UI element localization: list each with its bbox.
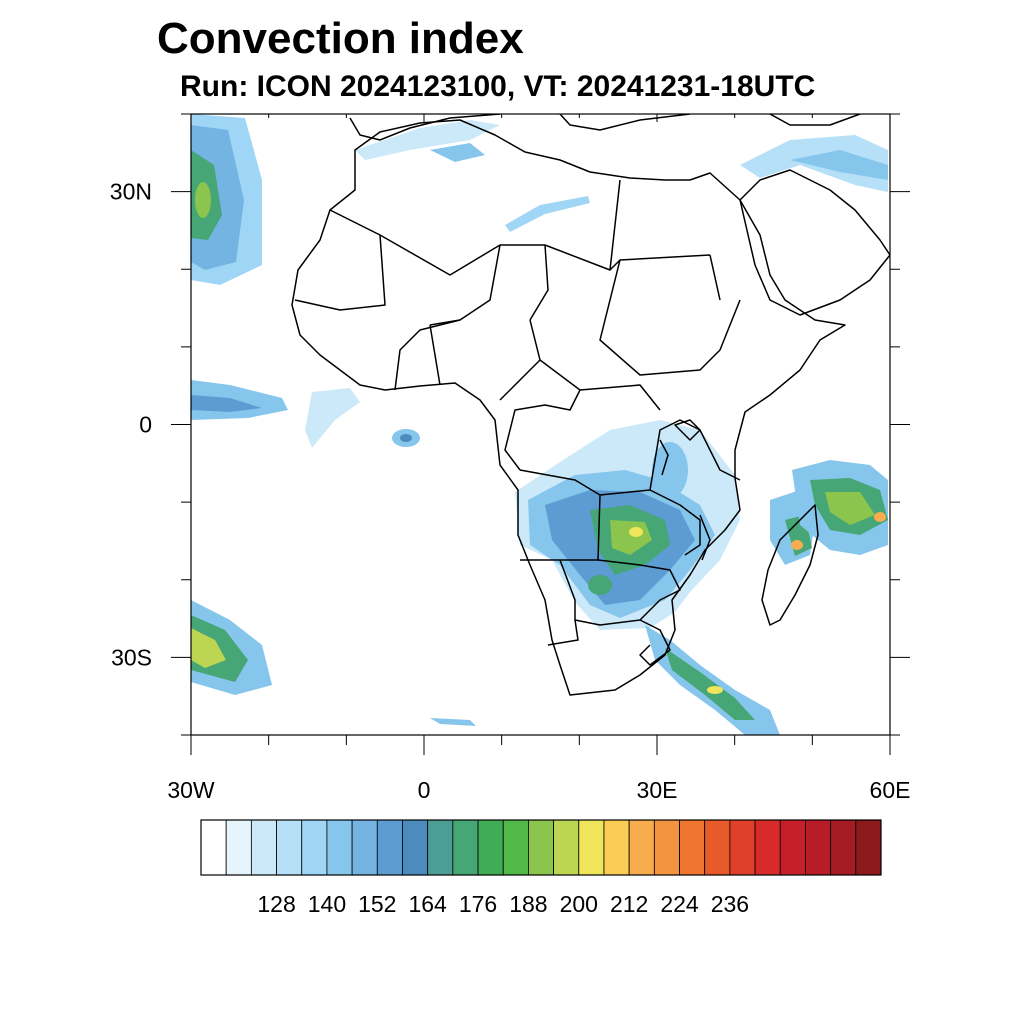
convection-core: [588, 575, 612, 595]
lake: [659, 419, 711, 561]
colorbar-swatch: [628, 819, 655, 876]
colorbar-swatch: [427, 819, 454, 876]
convection-field: [191, 114, 888, 735]
coastline-arabia: [739, 169, 890, 316]
convection-plume: [645, 625, 780, 735]
convection-plume: [665, 648, 755, 720]
colorbar-label: 140: [308, 891, 346, 917]
convection-streak: [430, 143, 485, 162]
border: [519, 419, 741, 626]
colorbar-label: 236: [711, 891, 749, 917]
colorbar-swatch: [402, 819, 429, 876]
coastline-madagascar: [761, 504, 819, 626]
lon-label: 30E: [637, 777, 678, 803]
convection-core: [191, 628, 226, 668]
convection-core: [874, 512, 886, 522]
map-ticks: [171, 113, 910, 755]
colorbar-swatch: [301, 819, 328, 876]
convection-area: [191, 395, 262, 412]
colorbar-swatch: [679, 819, 706, 876]
map-subtitle: Run: ICON 2024123100, VT: 20241231-18UTC: [180, 70, 816, 103]
convection-cell: [400, 434, 412, 442]
colorbar-swatch: [553, 819, 580, 876]
colorbar-label: 176: [459, 891, 497, 917]
colorbar-swatch: [225, 819, 252, 876]
convection-core: [195, 182, 211, 218]
colorbar-swatch: [653, 819, 680, 876]
lon-label: 0: [418, 777, 431, 803]
colorbar-swatch: [351, 819, 378, 876]
colorbar-swatch: [276, 819, 303, 876]
colorbar-swatch: [477, 819, 504, 876]
colorbar-label: 200: [560, 891, 598, 917]
colorbar-label: 164: [408, 891, 447, 917]
colorbar-label: 212: [610, 891, 648, 917]
convection-streak: [430, 718, 476, 726]
coastline-africa: [291, 119, 846, 696]
border: [329, 179, 741, 376]
colorbar-swatch: [502, 819, 529, 876]
convection-area: [305, 388, 360, 448]
colorbar-swatch: [704, 819, 731, 876]
border: [294, 234, 661, 471]
colorbar-swatch: [729, 819, 756, 876]
lat-label: 30S: [111, 644, 152, 670]
colorbar-label: 128: [257, 891, 295, 917]
convection-core: [652, 442, 688, 498]
map-axis-labels: 30N 0 30S 30W 0 30E 60E: [110, 179, 911, 803]
map-title: Convection index: [157, 14, 524, 63]
colorbar-swatch: [805, 819, 832, 876]
colorbar-swatch: [376, 819, 403, 876]
colorbar: 128 140 152 164 176 188 200 212 224 236: [200, 819, 882, 917]
colorbar-swatch: [452, 819, 479, 876]
convection-core: [629, 527, 643, 537]
colorbar-swatch: [250, 819, 277, 876]
border: [547, 619, 671, 666]
colorbar-label: 224: [660, 891, 699, 917]
lon-label: 60E: [870, 777, 911, 803]
colorbar-label: 152: [358, 891, 396, 917]
convection-area: [790, 150, 888, 180]
colorbar-swatch: [779, 819, 806, 876]
convection-streak: [505, 196, 590, 232]
lon-label: 30W: [167, 777, 215, 803]
convection-core: [610, 520, 652, 555]
colorbar-swatch: [830, 819, 857, 876]
colorbar-swatch: [578, 819, 605, 876]
colorbar-swatch: [200, 819, 227, 876]
convection-streak: [355, 120, 500, 160]
lat-label: 0: [139, 412, 152, 438]
colorbar-swatch: [754, 819, 781, 876]
colorbar-swatch: [326, 819, 353, 876]
colorbar-swatch: [603, 819, 630, 876]
convection-core: [707, 686, 723, 694]
convection-system: [825, 492, 875, 525]
colorbar-label: 188: [509, 891, 547, 917]
lat-label: 30N: [110, 179, 152, 205]
convection-core: [791, 540, 803, 550]
colorbar-swatch: [528, 819, 554, 876]
colorbar-swatch: [855, 819, 882, 876]
colorbar-frame: [200, 819, 882, 876]
